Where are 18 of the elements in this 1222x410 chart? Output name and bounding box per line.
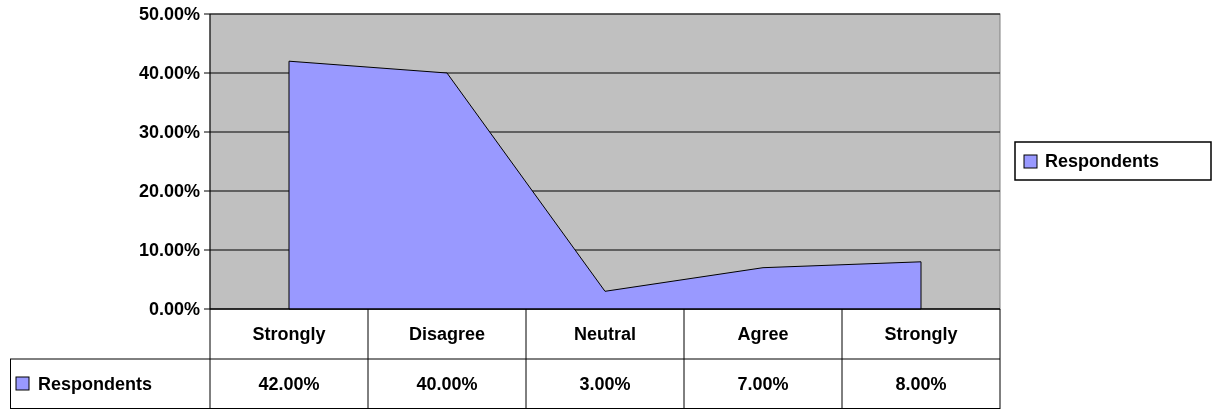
data-label: 42.00% — [258, 374, 320, 395]
y-tick-label: 10.00% — [138, 240, 200, 261]
x-tick-label: Neutral — [573, 324, 637, 345]
legend-label: Respondents — [1045, 151, 1160, 172]
data-label: 7.00% — [737, 374, 789, 395]
y-tick-label: 0.00% — [148, 299, 200, 320]
data-label: 40.00% — [416, 374, 478, 395]
y-tick-label: 30.00% — [138, 122, 200, 143]
y-tick-label: 40.00% — [138, 63, 200, 84]
y-tick-label: 50.00% — [138, 4, 200, 25]
x-tick-label: Strongly — [252, 324, 326, 345]
x-tick-label: Strongly — [884, 324, 958, 345]
x-tick-label: Disagree — [408, 324, 486, 345]
data-label: 3.00% — [579, 374, 631, 395]
x-tick-label: Agree — [737, 324, 789, 345]
y-tick-label: 20.00% — [138, 181, 200, 202]
text: Respondents — [38, 374, 153, 395]
data-label: 8.00% — [895, 374, 947, 395]
